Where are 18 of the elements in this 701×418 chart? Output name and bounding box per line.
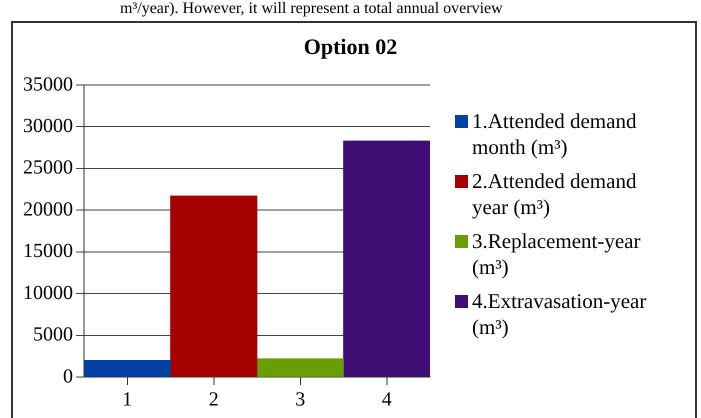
y-tick-label: 10000	[23, 282, 73, 304]
y-tick-label: 5000	[33, 324, 73, 346]
legend-label: 3.Replacement-year (m³)	[472, 228, 642, 280]
x-tick-label: 3	[295, 388, 306, 410]
y-tick-label: 0	[63, 365, 73, 388]
x-tick-label: 1	[122, 388, 132, 410]
x-tick-label: 4	[382, 388, 392, 410]
text: m³/year). However, it will represent a total annual overview	[120, 0, 503, 18]
y-tick-label: 25000	[23, 156, 73, 179]
x-tick-label: 2	[208, 388, 219, 410]
legend-label: 2.Attended demand year (m³)	[472, 168, 638, 220]
y-tick-label: 15000	[23, 240, 73, 262]
legend-label: 1.Attended demand month (m³)	[472, 108, 638, 160]
y-tick-label: 30000	[23, 114, 73, 137]
chart-title: Option 02	[302, 34, 398, 60]
y-tick-label: 20000	[23, 198, 73, 220]
legend-label: 4.Extravasation-year (m³)	[472, 288, 648, 340]
y-tick-label: 35000	[23, 73, 73, 96]
